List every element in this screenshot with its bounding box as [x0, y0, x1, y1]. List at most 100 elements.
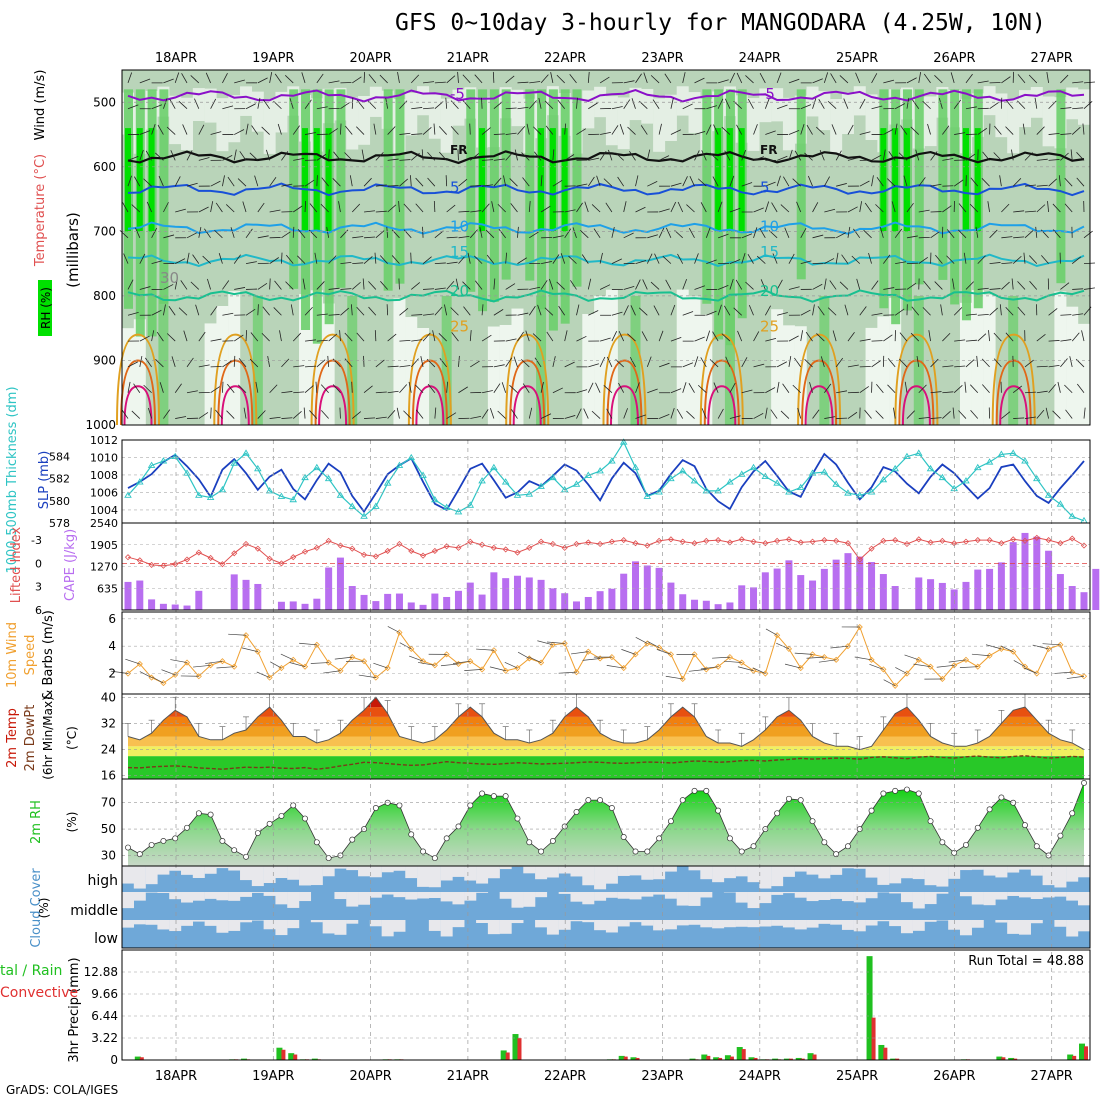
wind-barb — [332, 178, 341, 187]
lifted-index-point — [620, 537, 627, 544]
wind-barb — [358, 674, 376, 678]
date-label-top: 25APR — [836, 51, 878, 66]
wind-barb — [712, 331, 719, 342]
rh-moist-cell — [938, 89, 948, 280]
wind-barb — [864, 409, 872, 419]
y-tick-label: 12.88 — [84, 965, 118, 979]
wind-barb — [464, 669, 483, 671]
wind-barb — [446, 381, 448, 393]
cape-bar — [372, 601, 380, 610]
thickness-point — [914, 449, 923, 456]
thickness-point — [147, 461, 156, 468]
wind-barb — [321, 177, 329, 187]
rh-point — [467, 802, 474, 809]
wind-barb — [226, 383, 235, 393]
lifted-index-point — [490, 544, 497, 551]
thickness-point — [572, 480, 581, 487]
wind-barb — [344, 332, 353, 342]
cape-bar — [443, 596, 451, 610]
wind-barb — [139, 335, 150, 342]
wind-barb — [222, 105, 234, 110]
wind-barb — [127, 311, 139, 316]
wind-speed-point — [986, 652, 993, 659]
wind-barb — [876, 176, 884, 187]
cloud-clear-cell — [853, 892, 866, 903]
wind-barb — [503, 175, 507, 187]
wind-barb — [670, 201, 677, 213]
wind-barb — [281, 417, 293, 419]
wind-barb — [310, 662, 329, 664]
contour-label: 5 — [760, 179, 770, 197]
wind-barb — [505, 75, 515, 84]
wind-barb — [270, 661, 282, 669]
cape-bar — [856, 556, 864, 610]
wind-barb — [344, 358, 353, 368]
y-axis-label-outer-1: tal / Rain — [0, 963, 62, 979]
wind-barb — [888, 151, 896, 161]
wind-barb — [304, 200, 307, 213]
wind-barb — [859, 338, 871, 342]
wind-barb — [1005, 99, 1014, 109]
cloud-clear-cell — [122, 866, 134, 884]
wind-barb — [677, 253, 684, 264]
cloud-clear-cell — [570, 866, 583, 877]
wind-barb — [476, 648, 494, 651]
wind-barb — [1083, 101, 1093, 110]
precip-total-bar — [807, 1053, 814, 1060]
rh-point — [278, 812, 285, 819]
wind-barb — [1001, 281, 1010, 290]
rh-moist-cell — [950, 89, 960, 305]
wind-barb — [134, 176, 141, 187]
cape-bar — [289, 601, 297, 610]
wind-barb — [765, 130, 776, 135]
wind-barb — [847, 206, 858, 213]
lifted-index-point — [124, 554, 132, 561]
wind-barb — [1024, 359, 1034, 368]
wind-barb — [422, 127, 432, 135]
warm-loop — [310, 333, 355, 426]
wind-barb — [529, 286, 541, 290]
wind-barb — [151, 330, 155, 342]
lifted-index-line — [127, 537, 1085, 567]
wind-barb — [1064, 177, 1073, 187]
y-tick-label: 2 — [108, 667, 116, 681]
wind-barb — [806, 124, 813, 135]
lifted-index-point — [313, 544, 320, 551]
wind-barb — [631, 98, 636, 109]
date-label-top: 27APR — [1031, 51, 1073, 66]
cloud-clear-cell — [204, 866, 217, 874]
rh-point — [538, 848, 545, 855]
isotherm-FR — [127, 150, 1085, 165]
wind-barb — [145, 357, 152, 368]
rh-light-cell — [499, 324, 512, 425]
wind-barb — [237, 178, 247, 187]
cloud-clear-cell — [841, 892, 854, 902]
wind-barb — [569, 74, 577, 84]
wind-barb — [1029, 255, 1038, 264]
precip-convective-bar — [800, 1058, 805, 1060]
wind-barb — [883, 79, 895, 84]
wind-barb — [163, 98, 168, 109]
wind-barb — [993, 332, 1002, 342]
wind-barb — [151, 676, 164, 684]
wind-barb — [635, 206, 646, 213]
rh-light-cell — [924, 96, 937, 147]
wind-barb — [297, 255, 306, 264]
wind-barb — [894, 228, 903, 239]
wind-barb — [1083, 407, 1086, 419]
cloud-clear-cell — [216, 866, 229, 869]
wind-barb — [1057, 381, 1061, 393]
lifted-index-point — [419, 552, 427, 559]
precip-total-bar — [890, 1058, 897, 1060]
cloud-clear-cell — [263, 892, 276, 896]
cloud-clear-cell — [251, 866, 264, 887]
y-tick-label-left: 578 — [49, 517, 70, 530]
wind-barb — [178, 307, 188, 316]
cloud-clear-cell — [1030, 920, 1043, 924]
wind-barb — [328, 80, 340, 84]
wind-speed-point — [360, 658, 368, 665]
date-label-top: 21APR — [447, 51, 489, 66]
rh-light-cell — [417, 328, 430, 425]
thickness-point — [596, 467, 604, 474]
rh-point — [644, 848, 651, 855]
